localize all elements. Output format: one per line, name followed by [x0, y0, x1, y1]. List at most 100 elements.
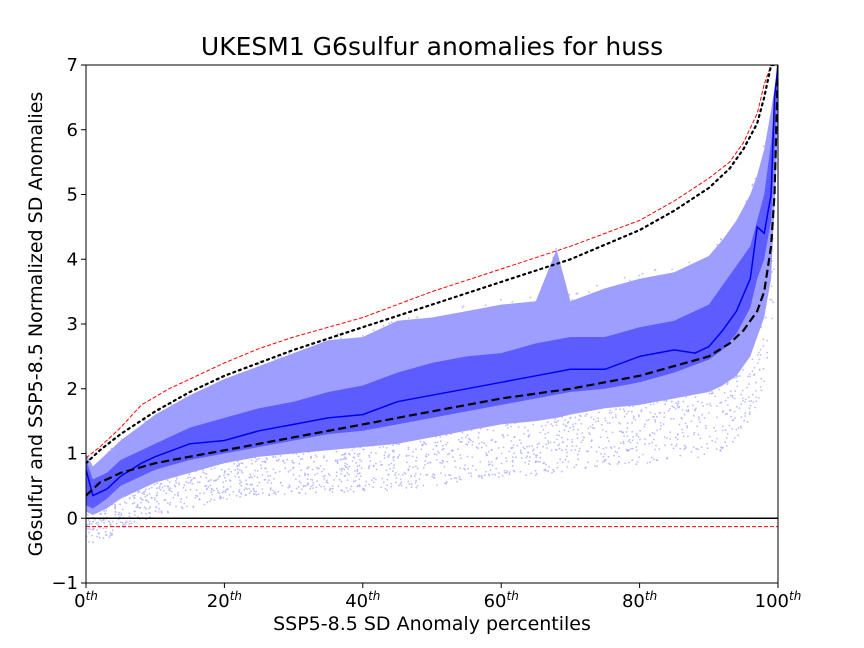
scatter-point	[478, 442, 481, 445]
scatter-point	[664, 403, 667, 406]
scatter-point	[608, 412, 611, 414]
scatter-point	[210, 498, 213, 500]
scatter-point	[495, 458, 498, 460]
scatter-point	[187, 482, 190, 484]
y-tick-label: 5	[67, 185, 78, 206]
scatter-point	[166, 502, 169, 504]
scatter-point	[623, 276, 626, 279]
scatter-point	[663, 416, 666, 419]
scatter-point	[572, 428, 575, 431]
scatter-point	[686, 426, 689, 429]
scatter-point	[751, 393, 754, 396]
scatter-point	[297, 455, 300, 458]
scatter-point	[510, 425, 512, 428]
scatter-point	[598, 446, 600, 449]
scatter-point	[111, 529, 114, 532]
scatter-point	[527, 463, 530, 465]
scatter-point	[531, 449, 534, 452]
scatter-point	[491, 438, 494, 441]
scatter-point	[258, 481, 261, 484]
scatter-point	[606, 436, 609, 439]
scatter-point	[578, 450, 580, 452]
scatter-point	[690, 420, 693, 423]
scatter-point	[528, 433, 531, 436]
scatter-point	[537, 460, 540, 463]
scatter-point	[695, 447, 698, 450]
scatter-point	[659, 421, 662, 424]
scatter-point	[223, 474, 225, 476]
scatter-point	[647, 418, 650, 421]
scatter-point	[540, 425, 543, 427]
scatter-point	[614, 413, 617, 416]
scatter-point	[260, 467, 263, 470]
scatter-point	[439, 440, 442, 443]
scatter-point	[597, 420, 600, 423]
scatter-point	[747, 375, 749, 378]
scatter-point	[535, 456, 538, 459]
scatter-point	[505, 471, 508, 474]
scatter-point	[675, 443, 678, 446]
scatter-point	[527, 435, 530, 438]
scatter-point	[178, 482, 180, 484]
scatter-point	[611, 416, 614, 419]
scatter-point	[148, 493, 151, 495]
scatter-point	[728, 424, 731, 427]
scatter-point	[163, 499, 166, 502]
scatter-point	[664, 444, 666, 447]
scatter-point	[449, 474, 452, 477]
scatter-point	[316, 472, 319, 475]
scatter-point	[652, 403, 655, 405]
scatter-point	[382, 446, 385, 448]
scatter-point	[111, 532, 113, 535]
scatter-point	[733, 397, 736, 400]
scatter-point	[133, 501, 136, 504]
scatter-point	[478, 431, 480, 434]
scatter-point	[542, 462, 544, 465]
scatter-point	[399, 478, 402, 481]
scatter-point	[108, 536, 111, 538]
y-axis-ticks: −1 0 1 2 3 4 5 6 7	[51, 55, 86, 594]
scatter-point	[718, 388, 720, 391]
scatter-point	[556, 462, 559, 464]
scatter-point	[408, 317, 410, 319]
scatter-point	[766, 356, 769, 359]
scatter-point	[559, 458, 562, 461]
scatter-point	[716, 437, 718, 440]
scatter-point	[299, 458, 302, 461]
scatter-point	[627, 440, 630, 443]
scatter-point	[298, 480, 301, 483]
scatter-point	[502, 446, 505, 449]
scatter-point	[365, 480, 367, 483]
scatter-point	[157, 503, 160, 505]
scatter-point	[168, 481, 171, 483]
scatter-point	[293, 462, 295, 464]
scatter-point	[144, 495, 147, 498]
scatter-point	[544, 433, 547, 435]
scatter-point	[574, 422, 577, 425]
scatter-point	[721, 447, 723, 450]
scatter-point	[516, 444, 519, 447]
scatter-point	[224, 476, 226, 479]
scatter-point	[733, 410, 736, 413]
scatter-point	[385, 469, 388, 472]
scatter-point	[465, 443, 467, 445]
scatter-point	[655, 459, 658, 462]
scatter-point	[356, 453, 359, 456]
scatter-point	[216, 489, 219, 492]
scatter-point	[458, 478, 461, 480]
scatter-point	[245, 483, 248, 485]
scatter-point	[620, 430, 623, 433]
scatter-point	[683, 413, 686, 416]
scatter-point	[196, 495, 199, 498]
scatter-point	[618, 455, 620, 458]
scatter-point	[725, 445, 728, 447]
scatter-point	[397, 457, 399, 459]
scatter-point	[245, 466, 248, 468]
scatter-point	[466, 455, 469, 458]
scatter-point	[419, 473, 422, 476]
scatter-point	[758, 351, 760, 354]
scatter-point	[536, 443, 539, 446]
scatter-point	[148, 488, 151, 490]
x-axis-ticks: 0th 20th 40th 60th 80th 100th	[74, 583, 801, 612]
scatter-point	[760, 389, 763, 392]
